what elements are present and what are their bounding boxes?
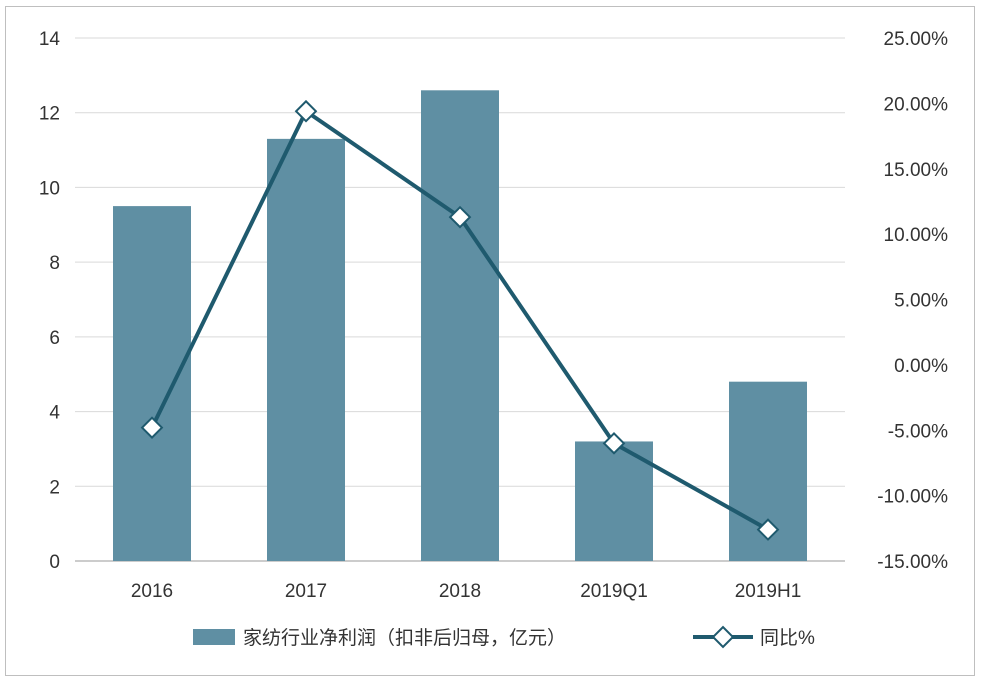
legend-line-label: 同比%	[760, 627, 815, 649]
bar	[113, 206, 191, 561]
right-tick-label: -15.00%	[877, 552, 948, 573]
right-tick-label: 25.00%	[884, 29, 949, 50]
right-tick-label: 5.00%	[894, 291, 948, 312]
bar	[267, 138, 345, 561]
right-tick-label: 20.00%	[884, 94, 949, 115]
right-tick-label: 15.00%	[884, 160, 949, 181]
left-tick-label: 14	[39, 29, 61, 50]
right-tick-label: -5.00%	[888, 421, 948, 442]
category-label: 2019Q1	[580, 581, 648, 602]
legend-bar-swatch	[193, 629, 235, 645]
bars	[113, 90, 807, 562]
legend: 家纺行业净利润（扣非后归母，亿元） 同比%	[193, 625, 815, 649]
left-tick-label: 6	[49, 328, 60, 349]
category-label: 2018	[439, 581, 481, 602]
left-tick-label: 8	[49, 253, 60, 274]
category-label: 2019H1	[735, 581, 802, 602]
category-label: 2017	[285, 581, 327, 602]
yoy-line	[140, 99, 780, 541]
yoy-point-marker	[448, 205, 472, 229]
left-tick-label: 2	[49, 477, 60, 498]
left-tick-label: 0	[49, 552, 60, 573]
left-axis-ticks: 0 2 4 6 8 10 12 14	[39, 29, 61, 573]
legend-line-marker	[711, 625, 735, 649]
right-tick-label: -10.00%	[877, 487, 948, 508]
right-axis-ticks: -15.00% -10.00% -5.00% 0.00% 5.00% 10.00% 15.0…	[877, 29, 948, 573]
left-tick-label: 10	[39, 178, 60, 199]
right-tick-label: 0.00%	[894, 356, 948, 377]
legend-bar-label: 家纺行业净利润（扣非后归母，亿元）	[243, 627, 566, 649]
right-tick-label: 10.00%	[884, 225, 949, 246]
yoy-point-marker	[602, 432, 626, 455]
yoy-point-marker	[294, 99, 318, 123]
category-labels: 2016 2017 2018 2019Q1 2019H1	[131, 581, 801, 602]
yoy-point-marker	[140, 416, 164, 439]
bar	[575, 441, 653, 561]
yoy-point-marker	[756, 518, 780, 541]
category-label: 2016	[131, 581, 173, 602]
left-tick-label: 12	[39, 104, 60, 125]
left-tick-label: 4	[49, 403, 60, 424]
bar	[421, 90, 499, 562]
